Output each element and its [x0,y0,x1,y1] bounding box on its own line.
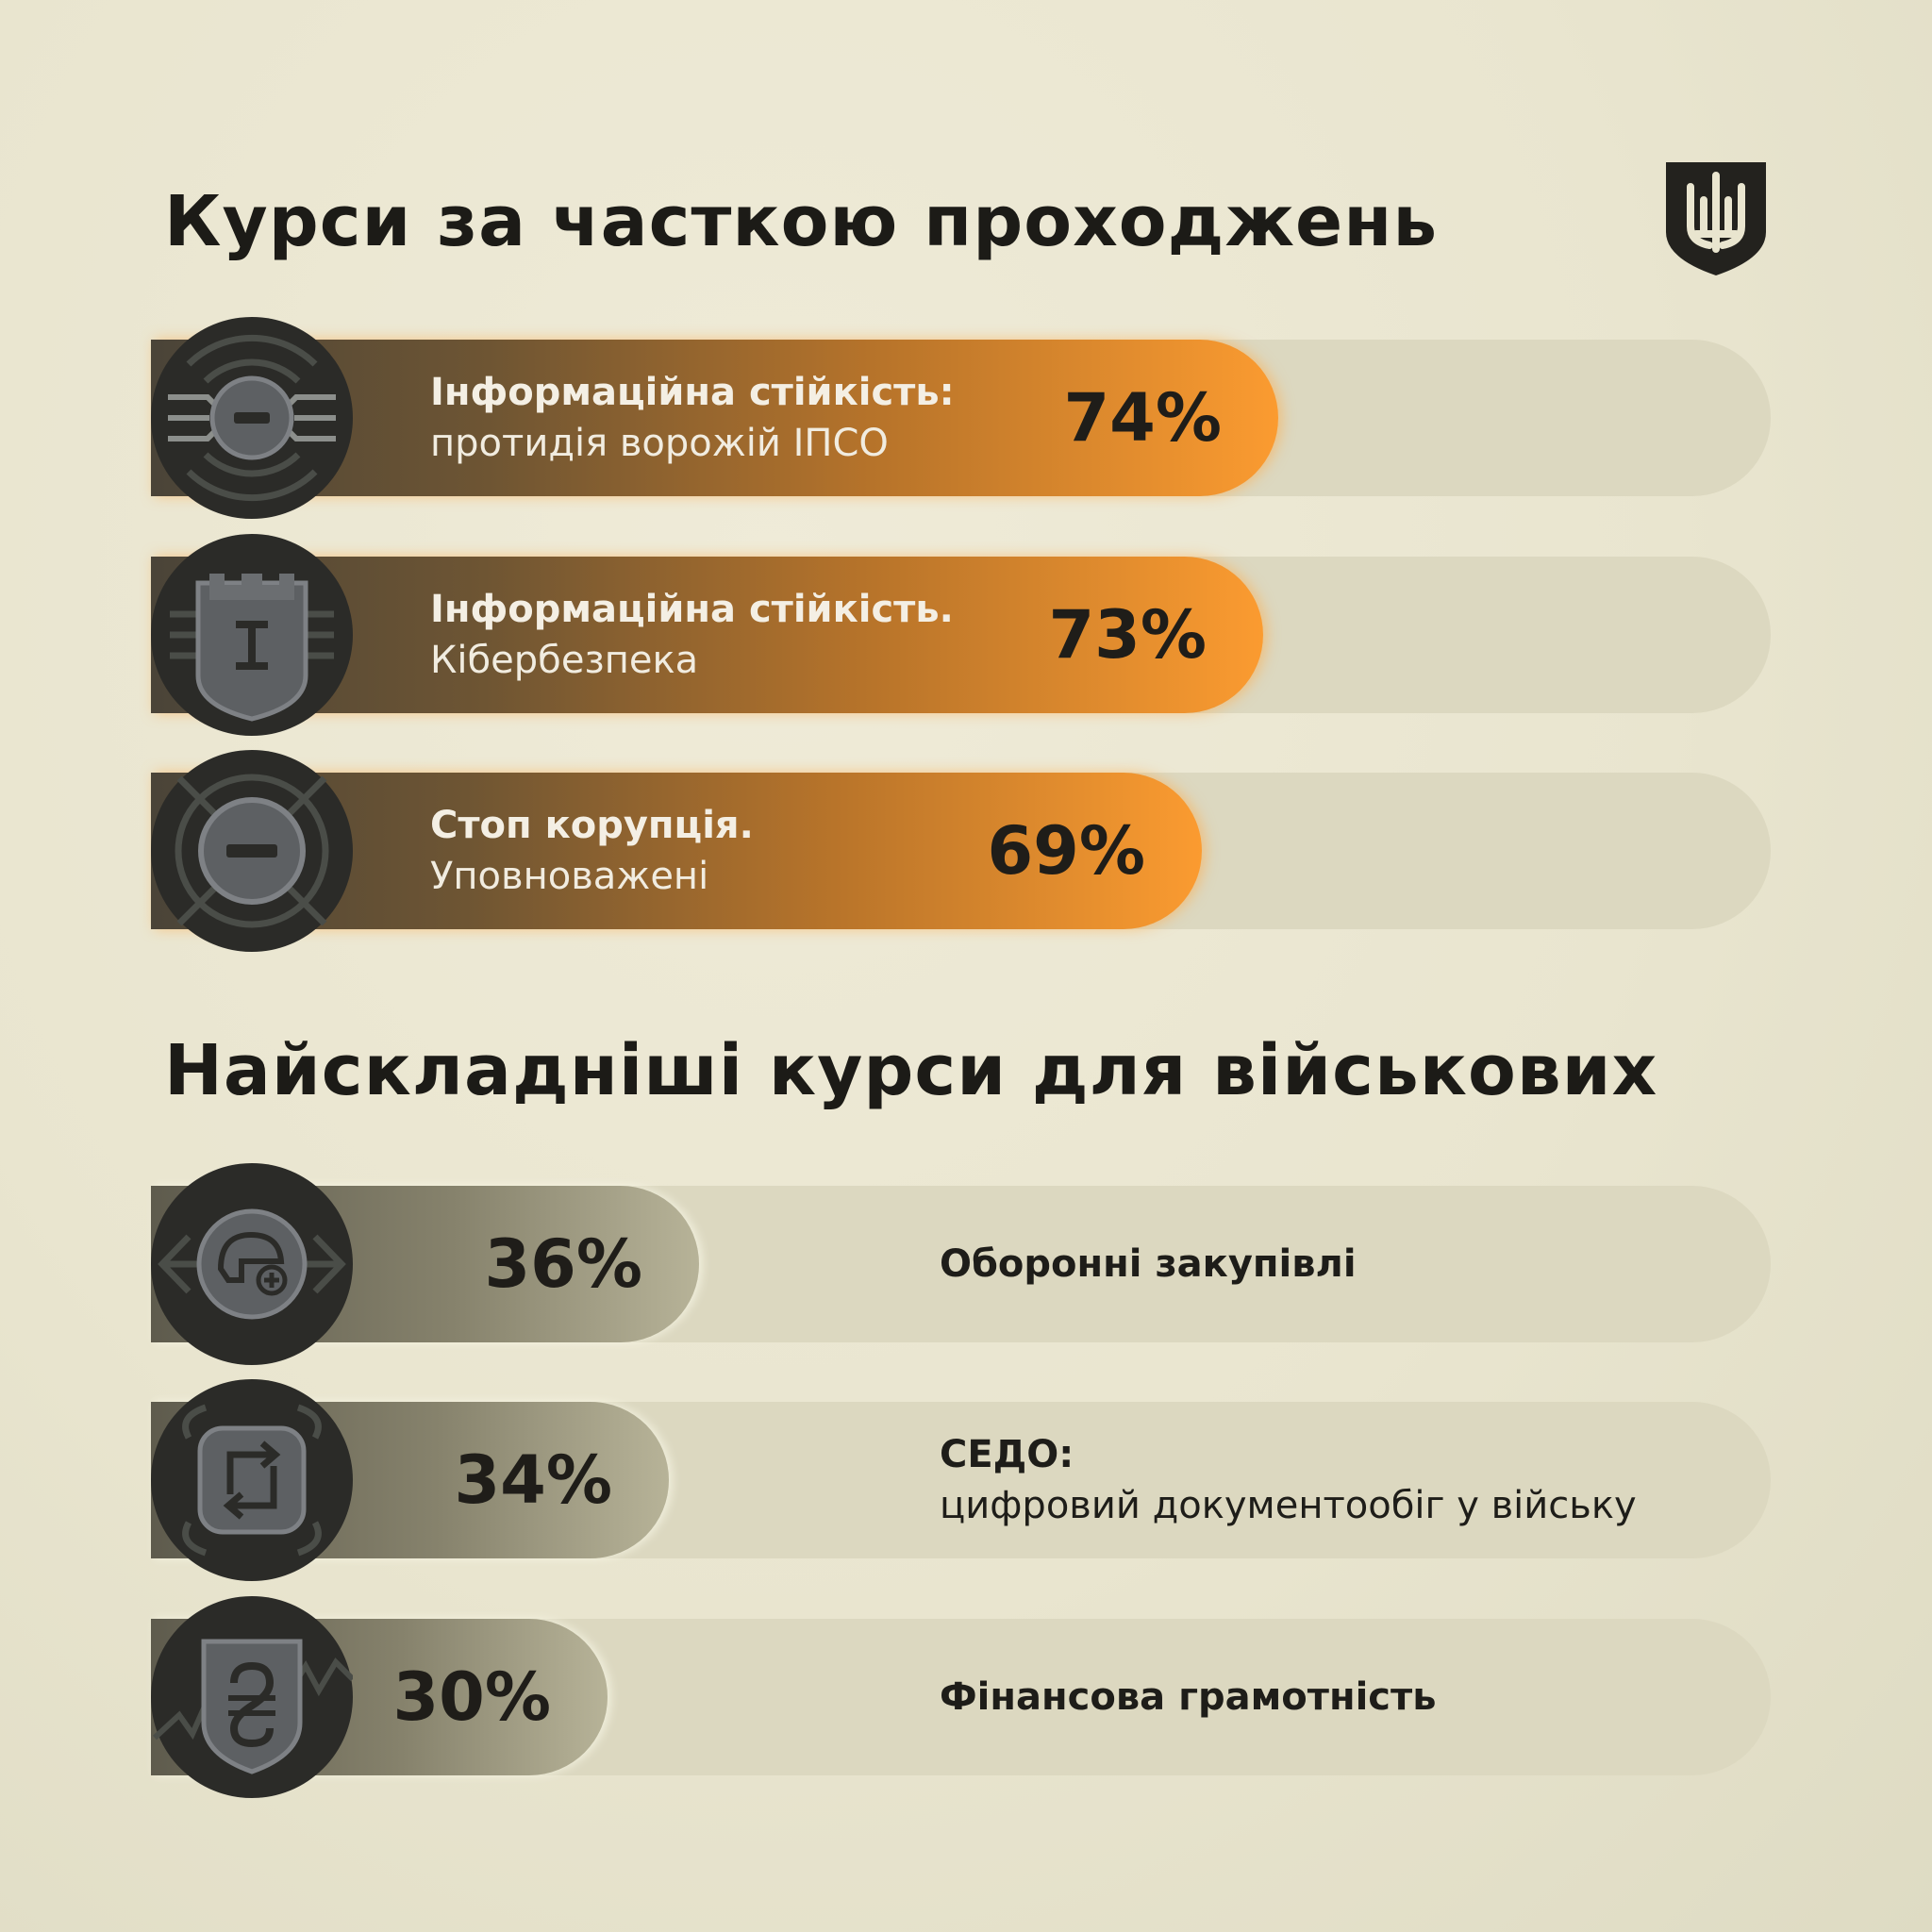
document-exchange-icon [151,1379,353,1581]
category-label-regular: Уповноважені [430,855,709,898]
category-label-bold: Інформаційна стійкість: [430,371,955,414]
category-label-bold: Стоп корупція. [430,804,754,847]
bar-value-label: 73% [1048,596,1207,674]
bar-category-label: Стоп корупція. Уповноважені [430,773,754,929]
bar-row: 69% Стоп корупція. Уповноважені [151,750,1771,952]
bar-row: 74% Інформаційна стійкість: протидія ворож… [151,317,1771,519]
bar-category-label: Фінансова грамотність [940,1619,1436,1775]
chart-title-bottom: Найскладніші курси для військових [164,1030,1658,1111]
crosshair-minus-icon [151,750,353,952]
spider-shield-icon [151,317,353,519]
bar-category-label: Інформаційна стійкість. Кібербезпека [430,557,954,713]
bar-row: 34% СЕДО: цифровий документообіг у війську [151,1379,1771,1581]
category-label-bold: Фінансова грамотність [940,1675,1437,1719]
category-label-bold: Інформаційна стійкість. [430,588,954,631]
helmet-plus-icon [151,1163,353,1365]
category-label-bold: Оборонні закупівлі [940,1242,1357,1286]
chart-title-top: Курси за часткою проходжень [164,181,1439,262]
bar-row: 36% Оборонні закупівлі [151,1163,1771,1365]
trident-shield-icon [1666,162,1766,275]
category-label-regular: Кібербезпека [430,639,699,682]
bar-category-label: Оборонні закупівлі [940,1186,1357,1342]
bar-row: 30% Фінансова грамотність [151,1596,1771,1798]
bar-category-label: Інформаційна стійкість: протидія ворожій … [430,340,955,496]
bar-value-label: 36% [484,1225,642,1303]
hryvnia-shield-icon [151,1596,353,1798]
bar-value-label: 30% [392,1658,551,1736]
category-label-regular: цифровий документообіг у війську [940,1484,1637,1527]
castle-tower-icon [151,534,353,736]
category-label-regular: протидія ворожій ІПСО [430,422,889,465]
bar-value-label: 69% [987,812,1145,890]
bar-value-label: 34% [454,1441,612,1519]
category-label-bold: СЕДО: [940,1433,1074,1476]
bar-row: 73% Інформаційна стійкість. Кібербезпека [151,534,1771,736]
bar-value-label: 74% [1063,379,1222,457]
bar-category-label: СЕДО: цифровий документообіг у війську [940,1402,1637,1558]
